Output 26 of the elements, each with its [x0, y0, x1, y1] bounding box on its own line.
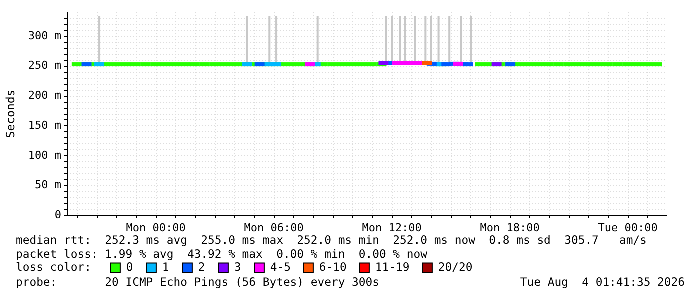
y-tick-label: 250 m [28, 59, 62, 72]
legend-label: 3 [234, 260, 242, 274]
y-axis-title: Seconds [3, 90, 18, 138]
y-tick-label: 150 m [28, 118, 62, 132]
legend-label: 1 [162, 260, 170, 274]
text: packet loss: 1.99 % avg 43.92 % max 0.00 % min 0.00 % now [16, 247, 428, 261]
legend-title: loss color: [16, 260, 92, 274]
x-tick-label: Mon 06:00 [244, 222, 304, 234]
legend-label: 11-19 [375, 260, 410, 274]
y-tick-label: 50 m [35, 178, 62, 192]
y-tick-label: 200 m [28, 89, 62, 102]
x-tick-label: Mon 00:00 [126, 222, 186, 234]
x-tick-label: Mon 12:00 [362, 222, 422, 234]
y-tick-label: 100 m [28, 148, 62, 162]
x-tick-label: Mon 18:00 [480, 222, 540, 234]
x-tick-label: Tue 00:00 [598, 222, 658, 234]
legend-label: 6-10 [319, 260, 347, 274]
y-tick-label: 0 [54, 208, 62, 222]
text: median rtt: 252.3 ms avg 255.0 ms max 252.0 ms min 252.0 ms now 0.8 ms sd 305.7 am/s [16, 233, 647, 247]
legend-label: 4-5 [270, 260, 291, 274]
y-tick-label: 300 m [28, 29, 62, 42]
legend-label: 20/20 [438, 260, 473, 274]
legend-label: 0 [126, 260, 134, 274]
text: probe: 20 ICMP Echo Pings (56 Bytes) every 300s [16, 275, 380, 289]
text: Tue Aug 4 01:41:35 2026 [520, 275, 685, 289]
legend-label: 2 [198, 260, 206, 274]
